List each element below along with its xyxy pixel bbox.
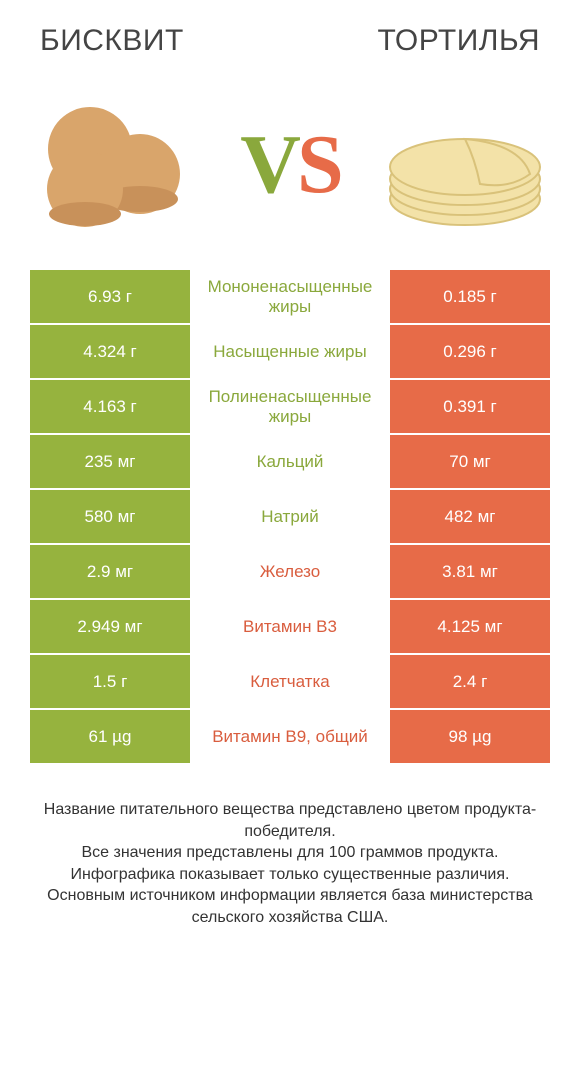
- nutrient-label: Витамин B3: [190, 600, 390, 653]
- right-value: 70 мг: [390, 435, 550, 488]
- nutrient-label: Железо: [190, 545, 390, 598]
- table-row: 4.163 гПолиненасыщенные жиры0.391 г: [30, 380, 550, 433]
- left-value: 1.5 г: [30, 655, 190, 708]
- table-row: 580 мгНатрий482 мг: [30, 490, 550, 543]
- left-value: 6.93 г: [30, 270, 190, 323]
- right-value: 482 мг: [390, 490, 550, 543]
- left-value: 2.9 мг: [30, 545, 190, 598]
- nutrient-label: Мононенасыщенные жиры: [190, 270, 390, 323]
- left-value: 61 µg: [30, 710, 190, 763]
- table-row: 2.949 мгВитамин B34.125 мг: [30, 600, 550, 653]
- table-row: 6.93 гМононенасыщенные жиры0.185 г: [30, 270, 550, 323]
- left-value: 4.163 г: [30, 380, 190, 433]
- table-row: 4.324 гНасыщенные жиры0.296 г: [30, 325, 550, 378]
- biscuit-image: [30, 79, 200, 249]
- left-value: 4.324 г: [30, 325, 190, 378]
- footer-line: Название питательного вещества представл…: [36, 799, 544, 842]
- nutrient-label: Натрий: [190, 490, 390, 543]
- nutrient-label: Клетчатка: [190, 655, 390, 708]
- footer-line: Инфографика показывает только существенн…: [36, 864, 544, 886]
- footer-notes: Название питательного вещества представл…: [0, 765, 580, 929]
- nutrient-label: Витамин B9, общий: [190, 710, 390, 763]
- table-row: 235 мгКальций70 мг: [30, 435, 550, 488]
- table-row: 61 µgВитамин B9, общий98 µg: [30, 710, 550, 763]
- tortilla-image: [380, 79, 550, 249]
- right-value: 0.296 г: [390, 325, 550, 378]
- table-row: 2.9 мгЖелезо3.81 мг: [30, 545, 550, 598]
- footer-line: Основным источником информации является …: [36, 885, 544, 928]
- vs-s: S: [297, 118, 340, 211]
- footer-line: Все значения представлены для 100 граммо…: [36, 842, 544, 864]
- left-value: 580 мг: [30, 490, 190, 543]
- nutrient-label: Кальций: [190, 435, 390, 488]
- left-value: 2.949 мг: [30, 600, 190, 653]
- table-row: 1.5 гКлетчатка2.4 г: [30, 655, 550, 708]
- tortilla-icon: [380, 89, 550, 239]
- biscuit-icon: [35, 94, 195, 234]
- right-value: 98 µg: [390, 710, 550, 763]
- nutrient-label: Насыщенные жиры: [190, 325, 390, 378]
- nutrient-label: Полиненасыщенные жиры: [190, 380, 390, 433]
- right-value: 0.185 г: [390, 270, 550, 323]
- comparison-table: 6.93 гМононенасыщенные жиры0.185 г4.324 …: [30, 270, 550, 763]
- right-value: 4.125 мг: [390, 600, 550, 653]
- images-row: VS: [0, 70, 580, 270]
- header: БИСКВИТ ТОРТИЛЬЯ: [0, 0, 580, 70]
- left-value: 235 мг: [30, 435, 190, 488]
- right-value: 2.4 г: [390, 655, 550, 708]
- right-value: 3.81 мг: [390, 545, 550, 598]
- right-title: ТОРТИЛЬЯ: [377, 24, 540, 58]
- left-title: БИСКВИТ: [40, 24, 184, 58]
- vs-v: V: [240, 118, 297, 211]
- vs-label: VS: [240, 116, 339, 213]
- right-value: 0.391 г: [390, 380, 550, 433]
